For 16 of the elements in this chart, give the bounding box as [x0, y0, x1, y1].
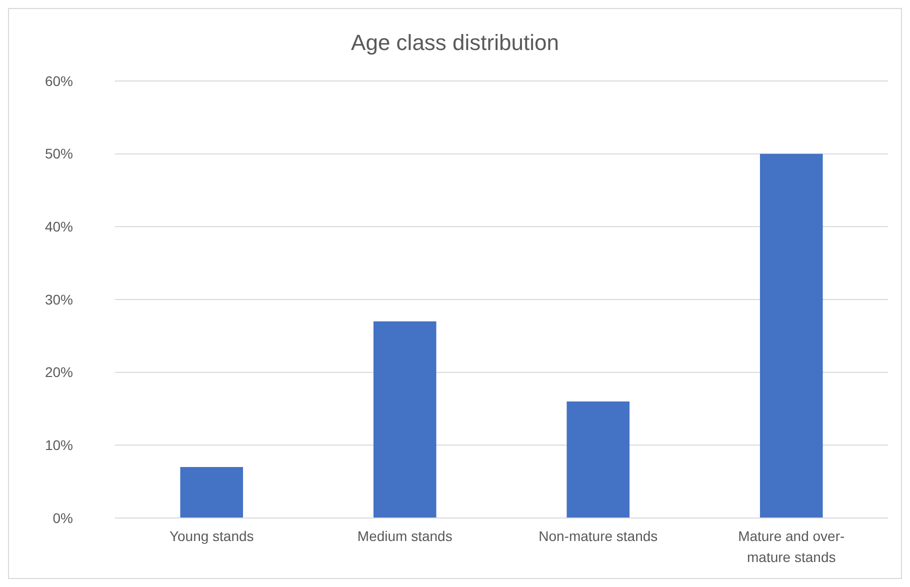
bar [566, 401, 630, 518]
bar [180, 467, 244, 518]
y-tick-label: 0% [52, 510, 73, 526]
y-tick-label: 30% [44, 291, 73, 308]
x-tick-label: Young stands [169, 528, 254, 544]
y-tick-label: 40% [44, 218, 73, 235]
x-tick-label: Mature and over-mature stands [738, 528, 846, 565]
x-tick-label: Medium stands [357, 528, 452, 544]
y-tick-label: 10% [44, 437, 73, 454]
y-tick-label: 20% [44, 364, 73, 380]
bar [373, 321, 436, 518]
x-tick-label: Non-mature stands [538, 528, 658, 544]
y-tick-label: 60% [44, 72, 73, 89]
chart-title: Age class distribution [351, 30, 559, 55]
bar [760, 154, 823, 518]
y-tick-label: 50% [44, 146, 73, 162]
